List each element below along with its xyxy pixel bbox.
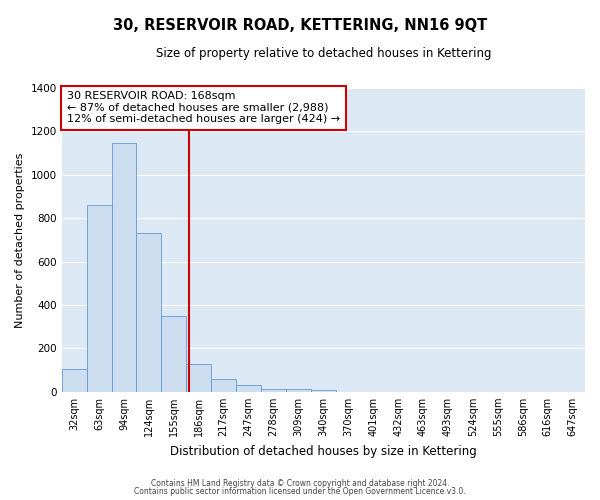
Bar <box>161 316 186 392</box>
Bar <box>62 369 86 392</box>
X-axis label: Distribution of detached houses by size in Kettering: Distribution of detached houses by size … <box>170 444 477 458</box>
Bar <box>311 390 336 392</box>
Bar <box>236 386 261 392</box>
Text: 30, RESERVOIR ROAD, KETTERING, NN16 9QT: 30, RESERVOIR ROAD, KETTERING, NN16 9QT <box>113 18 487 32</box>
Text: 30 RESERVOIR ROAD: 168sqm
← 87% of detached houses are smaller (2,988)
12% of se: 30 RESERVOIR ROAD: 168sqm ← 87% of detac… <box>67 91 340 124</box>
Title: Size of property relative to detached houses in Kettering: Size of property relative to detached ho… <box>155 48 491 60</box>
Bar <box>211 379 236 392</box>
Bar <box>112 144 136 392</box>
Bar <box>186 364 211 392</box>
Y-axis label: Number of detached properties: Number of detached properties <box>15 152 25 328</box>
Text: Contains public sector information licensed under the Open Government Licence v3: Contains public sector information licen… <box>134 487 466 496</box>
Bar <box>86 205 112 392</box>
Bar <box>286 388 311 392</box>
Bar <box>136 234 161 392</box>
Bar <box>261 388 286 392</box>
Text: Contains HM Land Registry data © Crown copyright and database right 2024.: Contains HM Land Registry data © Crown c… <box>151 478 449 488</box>
